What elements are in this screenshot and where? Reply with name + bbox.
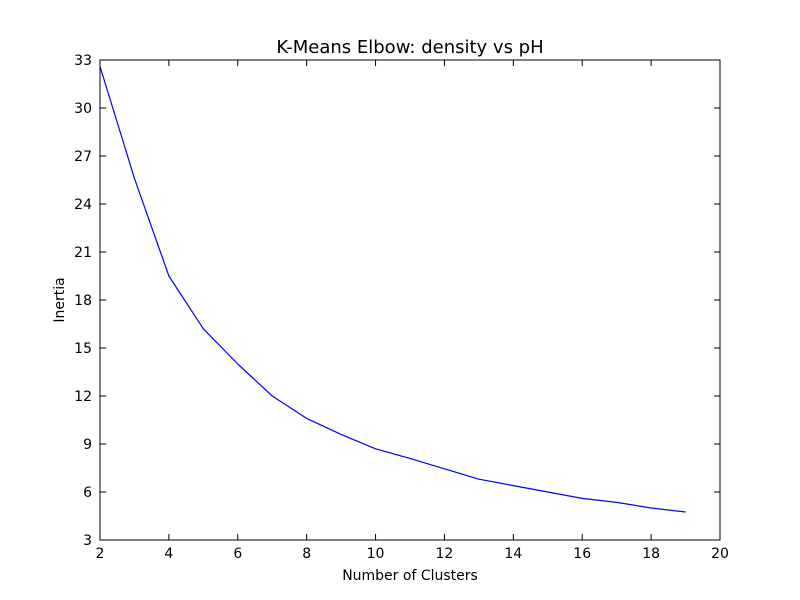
y-tick-label: 12	[74, 389, 92, 405]
inertia-line	[99, 66, 686, 513]
y-axis-label: Inertia	[52, 277, 68, 322]
y-tick-label: 3	[83, 533, 92, 549]
x-axis-label: Number of Clusters	[342, 568, 478, 584]
plot-frame	[99, 59, 721, 541]
x-tick-label: 18	[642, 546, 660, 562]
y-tick-label: 21	[74, 245, 92, 261]
y-tick-label: 18	[74, 293, 92, 309]
chart-title: K-Means Elbow: density vs pH	[276, 37, 543, 58]
plot-area	[99, 66, 686, 513]
y-tick-label: 27	[74, 149, 92, 165]
x-tick-label: 6	[233, 546, 242, 562]
y-tick-label: 9	[83, 437, 92, 453]
x-tick-label: 10	[367, 546, 385, 562]
x-tick-label: 8	[302, 546, 311, 562]
y-tick-label: 15	[74, 341, 92, 357]
x-tick-label: 4	[164, 546, 173, 562]
x-tick-label: 2	[96, 546, 105, 562]
x-tick-label: 14	[504, 546, 522, 562]
y-tick-label: 24	[74, 197, 92, 213]
x-tick-label: 12	[436, 546, 454, 562]
x-tick-label: 20	[711, 546, 729, 562]
x-tick-label: 16	[573, 546, 591, 562]
y-tick-label: 6	[83, 485, 92, 501]
y-tick-label: 30	[74, 101, 92, 117]
y-tick-label: 33	[74, 53, 92, 69]
